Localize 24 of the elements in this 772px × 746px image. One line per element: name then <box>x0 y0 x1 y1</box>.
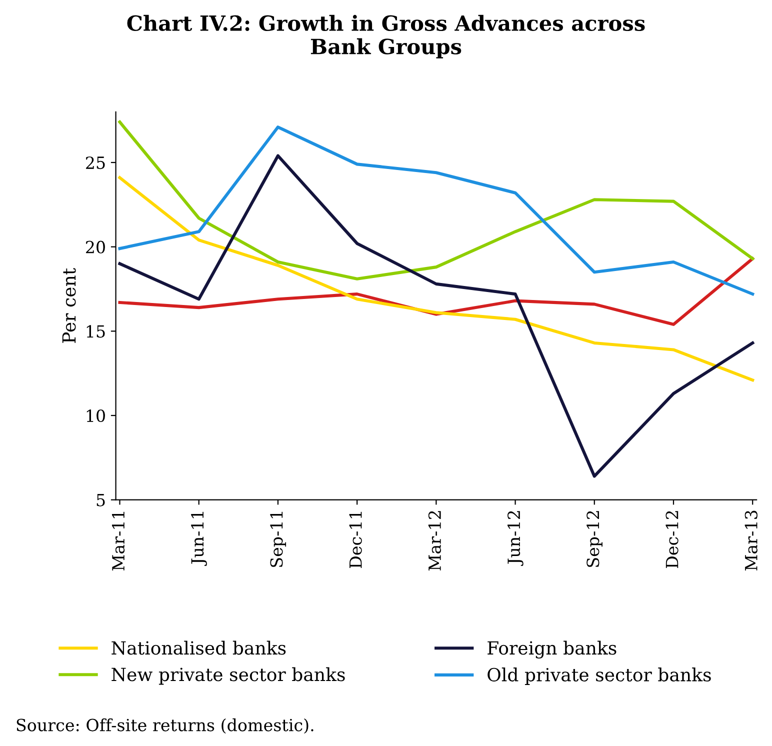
y-tick-label: 5 <box>96 494 105 506</box>
legend-label: Old private sector banks <box>488 668 711 685</box>
x-tick-label: Mar-12 <box>428 511 442 571</box>
y-axis-title: Per cent <box>62 268 76 343</box>
line-series <box>118 257 754 326</box>
y-tick-label: 25 <box>86 156 105 170</box>
legend-label: Nationalised banks <box>112 640 286 655</box>
legend-label: Foreign banks <box>488 640 616 658</box>
x-tick-label: Sep-12 <box>586 511 602 567</box>
x-tick-label: Jun-12 <box>508 511 524 566</box>
x-tick-label: Jun-11 <box>191 512 207 566</box>
x-tick-label: Dec-11 <box>349 512 362 568</box>
x-tick-label: Sep-11 <box>270 512 286 567</box>
x-tick-label: Mar-11 <box>112 512 125 571</box>
source-note: Source: Off-site returns (domestic). <box>16 718 314 734</box>
y-tick-label: 10 <box>86 409 105 422</box>
line-series <box>118 154 754 478</box>
x-tick-label: Dec-12 <box>666 511 678 568</box>
line-series <box>118 176 754 382</box>
y-tick-label: 20 <box>86 240 105 254</box>
chart-title: Chart IV.2: Growth in Gross Advances across Bank Groups <box>127 14 645 58</box>
x-tick-label: Mar-13 <box>744 510 758 571</box>
legend-label: New private sector banks <box>112 667 345 685</box>
y-tick-label: 15 <box>86 325 105 338</box>
